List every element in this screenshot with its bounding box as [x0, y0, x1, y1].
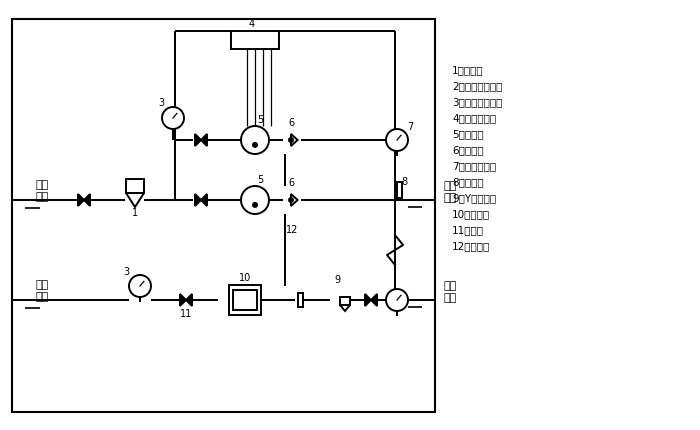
Text: 高区
回水: 高区 回水 [443, 281, 456, 303]
Polygon shape [201, 134, 207, 146]
Text: 10、阻断器: 10、阻断器 [452, 209, 490, 219]
Text: 市政
供水: 市政 供水 [36, 180, 49, 202]
Text: 6: 6 [288, 118, 294, 128]
Text: 1、除污器: 1、除污器 [452, 65, 484, 75]
Bar [233, 290, 257, 310]
Polygon shape [195, 194, 201, 206]
Text: 1: 1 [132, 208, 138, 218]
Text: 12: 12 [286, 225, 298, 235]
Text: 6: 6 [288, 178, 294, 188]
Polygon shape [371, 294, 377, 306]
Text: 3: 3 [158, 98, 164, 108]
Text: 7、远传压力表: 7、远传压力表 [452, 161, 496, 171]
Polygon shape [195, 134, 201, 146]
Text: 市政
回水: 市政 回水 [36, 280, 49, 302]
Polygon shape [84, 194, 90, 206]
Circle shape [386, 129, 408, 151]
Text: 3: 3 [123, 267, 129, 277]
Circle shape [253, 143, 257, 147]
Circle shape [253, 203, 257, 207]
Circle shape [289, 198, 293, 202]
Circle shape [241, 126, 269, 154]
Bar [229, 285, 261, 315]
Text: 9: 9 [334, 275, 340, 285]
Circle shape [129, 275, 151, 297]
Circle shape [162, 107, 184, 129]
Bar [340, 297, 350, 305]
Bar [126, 179, 144, 193]
Text: 4、变频控制柜: 4、变频控制柜 [452, 113, 496, 123]
Bar [396, 182, 402, 198]
Circle shape [241, 186, 269, 214]
Circle shape [289, 138, 293, 142]
Bar [231, 31, 279, 49]
Text: 5: 5 [257, 175, 263, 185]
Bar [298, 293, 302, 307]
Polygon shape [180, 294, 186, 306]
Polygon shape [78, 194, 84, 206]
Polygon shape [186, 294, 192, 306]
Text: 10: 10 [239, 273, 251, 283]
Circle shape [386, 289, 408, 311]
Text: 11: 11 [180, 309, 192, 319]
Text: 8、温度计: 8、温度计 [452, 177, 484, 187]
Text: 6、止回阀: 6、止回阀 [452, 145, 484, 155]
Text: 9、Y型过滤器: 9、Y型过滤器 [452, 193, 496, 203]
Polygon shape [365, 294, 371, 306]
Text: 12、驱动管: 12、驱动管 [452, 241, 490, 251]
Text: 5: 5 [257, 115, 263, 125]
Text: 8: 8 [401, 177, 407, 187]
Text: 11、蝶阀: 11、蝶阀 [452, 225, 484, 235]
Text: 2、驱动管控制阀: 2、驱动管控制阀 [452, 81, 503, 91]
Text: 4: 4 [249, 19, 255, 29]
Text: 7: 7 [407, 122, 413, 132]
Text: 高区
供水: 高区 供水 [443, 181, 456, 203]
Text: 3、电接点压力表: 3、电接点压力表 [452, 97, 503, 107]
Bar [12, 19, 435, 412]
Text: 5、增压泵: 5、增压泵 [452, 129, 484, 139]
Polygon shape [201, 194, 207, 206]
